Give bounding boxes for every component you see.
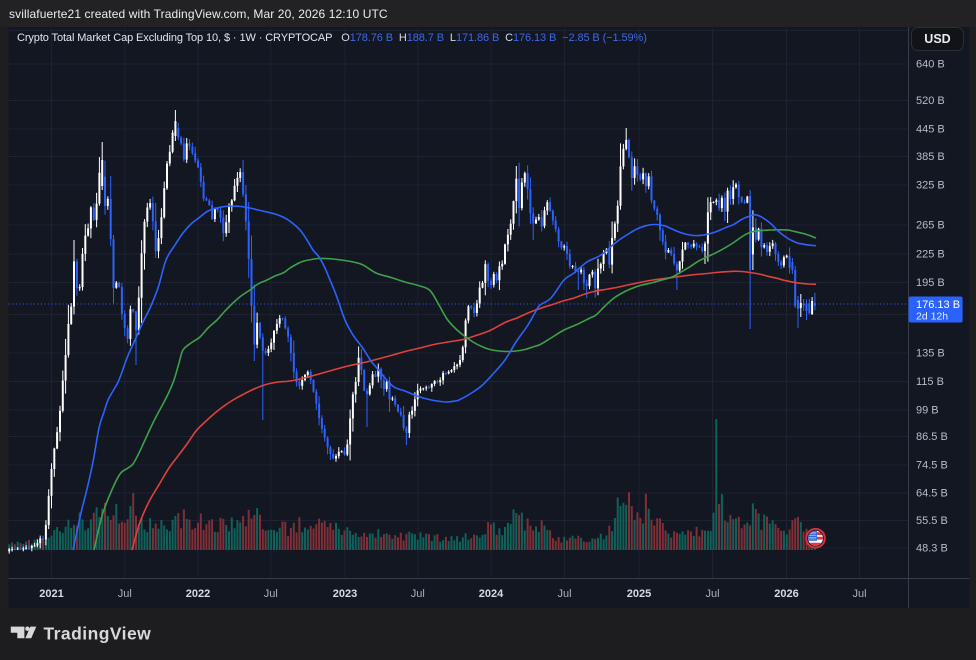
svg-text:385 B: 385 B [916, 151, 945, 163]
svg-text:86.5 B: 86.5 B [916, 431, 948, 443]
svg-text:2021: 2021 [39, 588, 63, 600]
svg-text:640 B: 640 B [916, 59, 945, 71]
svg-text:Jul: Jul [118, 588, 132, 600]
svg-text:115 B: 115 B [916, 376, 944, 388]
svg-text:Jul: Jul [264, 588, 278, 600]
svg-text:135 B: 135 B [916, 348, 945, 360]
svg-text:2022: 2022 [186, 588, 210, 600]
svg-text:2025: 2025 [627, 588, 651, 600]
svg-text:Jul: Jul [411, 588, 425, 600]
svg-text:176.13 B: 176.13 B [916, 299, 960, 311]
svg-text:2023: 2023 [333, 588, 357, 600]
svg-text:325 B: 325 B [916, 180, 945, 192]
svg-text:520 B: 520 B [916, 95, 945, 107]
svg-text:74.5 B: 74.5 B [916, 460, 948, 472]
svg-text:64.5 B: 64.5 B [916, 488, 948, 500]
svg-text:2d 12h: 2d 12h [916, 311, 948, 323]
svg-text:TradingView: TradingView [44, 624, 152, 644]
svg-text:55.5 B: 55.5 B [916, 515, 948, 527]
svg-text:225 B: 225 B [916, 249, 945, 261]
svg-text:Jul: Jul [705, 588, 719, 600]
svg-text:265 B: 265 B [916, 220, 945, 232]
svg-text:2024: 2024 [479, 588, 504, 600]
svg-text:48.3 B: 48.3 B [916, 543, 948, 555]
svg-text:2026: 2026 [774, 588, 798, 600]
svg-text:99 B: 99 B [916, 405, 939, 417]
svg-text:Jul: Jul [852, 588, 866, 600]
svg-text:445 B: 445 B [916, 124, 945, 136]
svg-text:Jul: Jul [557, 588, 571, 600]
svg-text:195 B: 195 B [916, 277, 945, 289]
